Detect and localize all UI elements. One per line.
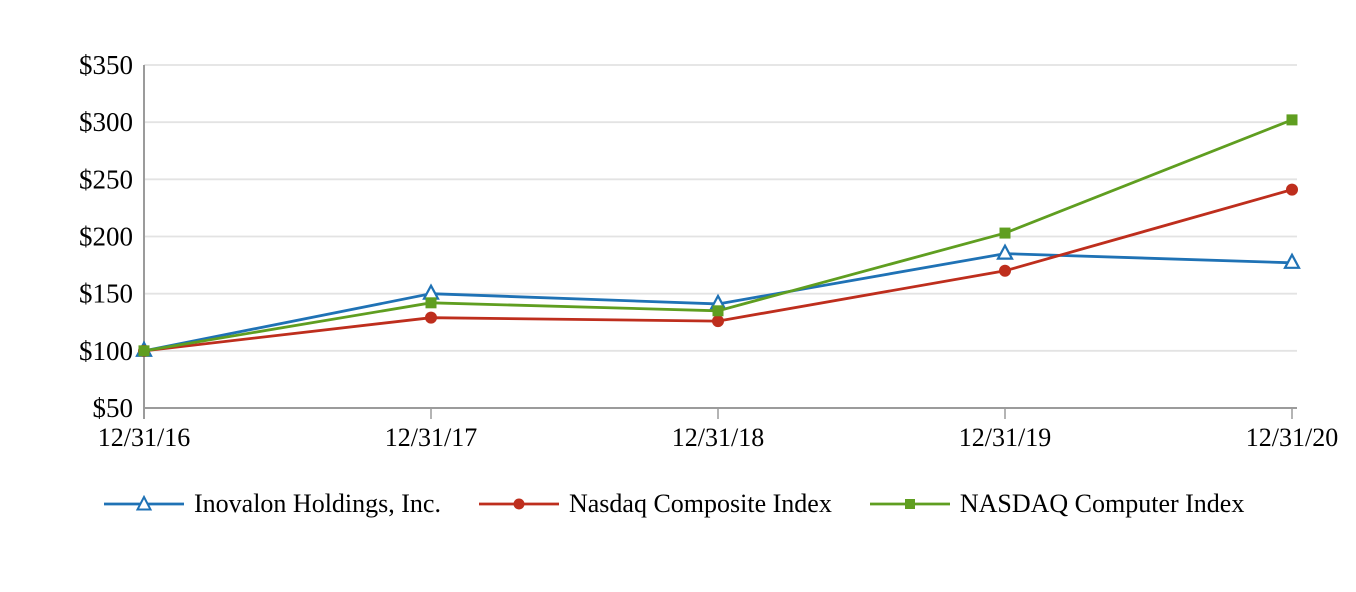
chart-legend: Inovalon Holdings, Inc. Nasdaq Composite… xyxy=(104,491,1244,517)
y-axis-tick-label: $350 xyxy=(79,50,133,80)
legend-swatch-nasdaq-composite xyxy=(478,498,559,510)
legend-swatch-inovalon xyxy=(104,495,184,511)
legend-swatch-nasdaq-computer xyxy=(869,499,950,509)
x-axis-tick-label: 12/31/20 xyxy=(1246,423,1338,452)
y-axis-tick-label: $50 xyxy=(93,393,134,423)
y-axis-tick-label: $150 xyxy=(79,279,133,309)
data-point-square xyxy=(138,345,150,357)
square-marker-icon xyxy=(904,499,915,509)
legend-item-inovalon: Inovalon Holdings, Inc. xyxy=(104,491,441,517)
data-point-triangle xyxy=(1283,252,1301,269)
legend-label-nasdaq-composite: Nasdaq Composite Index xyxy=(568,489,832,518)
data-point-triangle xyxy=(996,243,1014,260)
data-point-circle xyxy=(999,264,1011,277)
x-axis-tick-label: 12/31/17 xyxy=(385,423,477,452)
y-axis-tick-label: $200 xyxy=(79,222,133,252)
triangle-marker-icon xyxy=(135,495,153,511)
data-point-square xyxy=(1286,114,1298,126)
y-axis-tick-label: $300 xyxy=(79,107,133,137)
data-point-square xyxy=(712,305,724,317)
y-axis-tick-label: $250 xyxy=(79,164,133,194)
data-point-circle xyxy=(712,315,724,328)
legend-item-nasdaq-composite: Nasdaq Composite Index xyxy=(478,489,832,518)
x-axis-tick-label: 12/31/19 xyxy=(959,423,1051,452)
data-point-triangle xyxy=(422,283,440,300)
circle-marker-icon xyxy=(513,498,525,510)
data-point-circle xyxy=(425,311,437,324)
data-point-circle xyxy=(1286,183,1298,196)
data-point-square xyxy=(999,227,1011,239)
x-axis-tick-label: 12/31/18 xyxy=(672,423,764,452)
x-axis-tick-label: 12/31/16 xyxy=(98,423,190,452)
data-point-square xyxy=(425,297,437,309)
legend-label-nasdaq-computer: NASDAQ Computer Index xyxy=(959,489,1245,518)
legend-label-inovalon: Inovalon Holdings, Inc. xyxy=(194,489,441,518)
legend-item-nasdaq-computer: NASDAQ Computer Index xyxy=(869,489,1245,518)
y-axis-tick-label: $100 xyxy=(79,336,133,366)
